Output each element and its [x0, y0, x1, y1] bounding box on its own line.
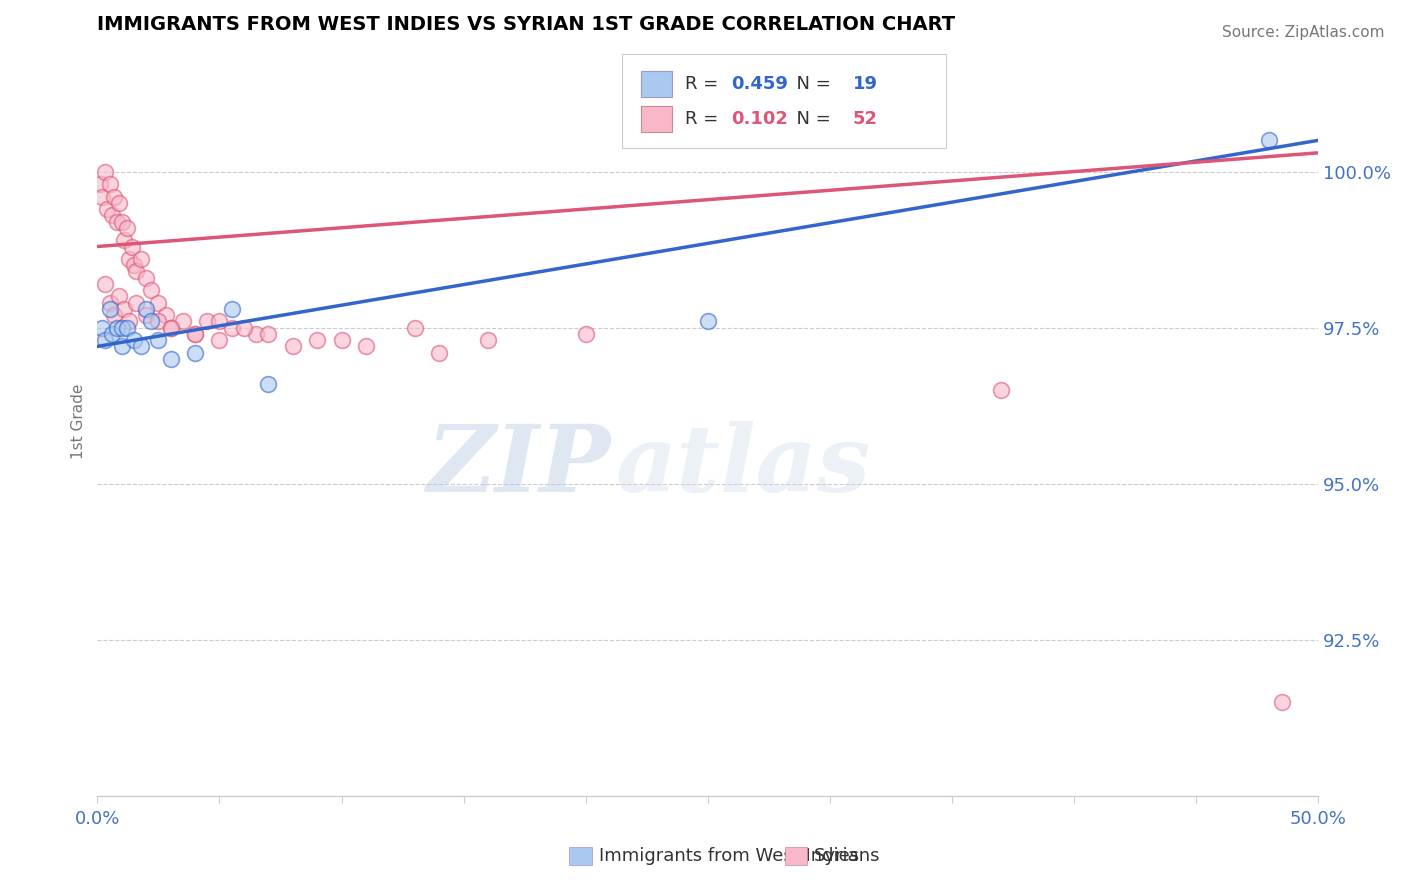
- Point: [221, 301, 243, 316]
- Point: [354, 339, 377, 353]
- Point: [159, 320, 181, 334]
- Point: [98, 177, 121, 191]
- Point: [1270, 695, 1292, 709]
- Point: [118, 314, 141, 328]
- Point: [477, 333, 499, 347]
- Point: [121, 239, 143, 253]
- Point: [91, 189, 114, 203]
- Point: [112, 233, 135, 247]
- Point: [245, 326, 267, 341]
- FancyBboxPatch shape: [623, 54, 946, 148]
- Text: IMMIGRANTS FROM WEST INDIES VS SYRIAN 1ST GRADE CORRELATION CHART: IMMIGRANTS FROM WEST INDIES VS SYRIAN 1S…: [97, 15, 956, 34]
- Point: [93, 333, 115, 347]
- Point: [125, 295, 148, 310]
- Point: [96, 202, 118, 216]
- Point: [257, 376, 280, 391]
- Point: [108, 289, 131, 303]
- Point: [1258, 133, 1281, 147]
- Point: [122, 333, 145, 347]
- Point: [135, 308, 157, 322]
- Point: [111, 339, 134, 353]
- Point: [101, 208, 124, 222]
- Point: [129, 252, 152, 266]
- Point: [129, 339, 152, 353]
- Point: [148, 333, 170, 347]
- Point: [89, 177, 111, 191]
- Point: [112, 301, 135, 316]
- Text: N =: N =: [785, 75, 837, 93]
- Text: atlas: atlas: [616, 421, 872, 511]
- Point: [111, 214, 134, 228]
- Text: Source: ZipAtlas.com: Source: ZipAtlas.com: [1222, 25, 1385, 40]
- Point: [135, 301, 157, 316]
- Point: [139, 314, 162, 328]
- Point: [575, 326, 598, 341]
- Point: [139, 283, 162, 297]
- Text: 0.102: 0.102: [731, 111, 787, 128]
- Point: [195, 314, 218, 328]
- FancyBboxPatch shape: [641, 71, 672, 97]
- FancyBboxPatch shape: [641, 106, 672, 133]
- Text: 0.459: 0.459: [731, 75, 787, 93]
- Point: [172, 314, 194, 328]
- Point: [111, 320, 134, 334]
- Point: [98, 295, 121, 310]
- Text: 19: 19: [853, 75, 877, 93]
- Point: [184, 345, 207, 359]
- Text: ZIP: ZIP: [426, 421, 610, 511]
- Point: [257, 326, 280, 341]
- Point: [93, 164, 115, 178]
- Point: [105, 214, 128, 228]
- Point: [184, 326, 207, 341]
- Point: [98, 301, 121, 316]
- Y-axis label: 1st Grade: 1st Grade: [72, 384, 86, 459]
- Point: [118, 252, 141, 266]
- Point: [427, 345, 450, 359]
- Point: [122, 258, 145, 272]
- Point: [148, 295, 170, 310]
- Point: [135, 270, 157, 285]
- Point: [115, 220, 138, 235]
- Point: [115, 320, 138, 334]
- Point: [125, 264, 148, 278]
- Point: [91, 320, 114, 334]
- Point: [108, 195, 131, 210]
- Point: [696, 314, 718, 328]
- Point: [404, 320, 426, 334]
- Point: [159, 320, 181, 334]
- Text: Immigrants from West Indies: Immigrants from West Indies: [599, 847, 859, 865]
- Text: 52: 52: [853, 111, 877, 128]
- Point: [990, 383, 1012, 397]
- Point: [148, 314, 170, 328]
- Point: [93, 277, 115, 291]
- Text: R =: R =: [685, 75, 724, 93]
- Point: [208, 314, 231, 328]
- Point: [232, 320, 254, 334]
- Point: [221, 320, 243, 334]
- Text: Syrians: Syrians: [814, 847, 880, 865]
- Point: [281, 339, 304, 353]
- Point: [307, 333, 329, 347]
- Point: [103, 189, 125, 203]
- Point: [105, 320, 128, 334]
- Point: [208, 333, 231, 347]
- Point: [184, 326, 207, 341]
- Point: [159, 351, 181, 366]
- Point: [155, 308, 177, 322]
- Point: [103, 308, 125, 322]
- Text: N =: N =: [785, 111, 837, 128]
- Point: [330, 333, 353, 347]
- Point: [101, 326, 124, 341]
- Text: R =: R =: [685, 111, 724, 128]
